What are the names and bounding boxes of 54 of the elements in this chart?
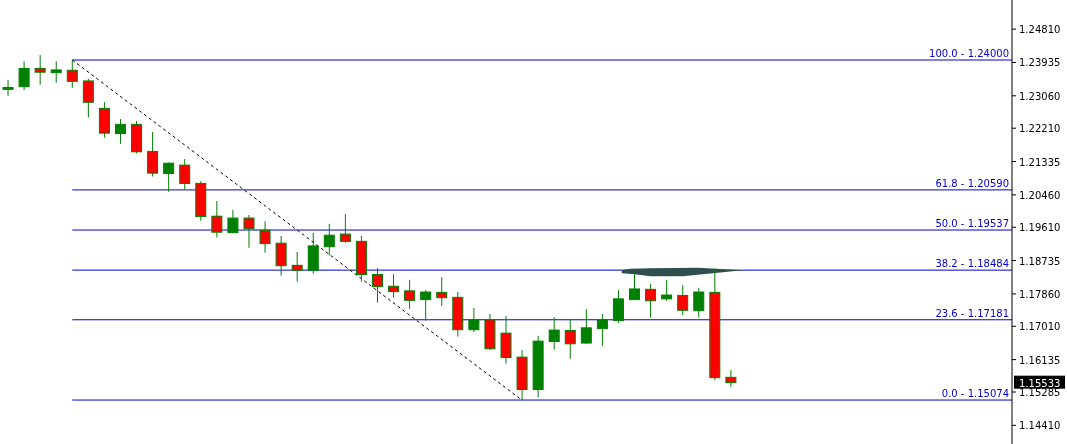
candlestick [259,220,271,254]
candlestick [243,214,255,249]
candlestick [645,283,657,319]
y-tick-label: 1.21335 [1019,156,1061,168]
candlestick [275,235,287,277]
y-tick-label: 1.15285 [1019,387,1061,398]
annotation: 50.0 - 1.19537 [935,218,1009,230]
y-tick-label: 1.18735 [1019,255,1061,267]
y-tick-label: 1.23935 [1019,57,1061,69]
y-tick-label: 1.17010 [1019,321,1061,333]
candlestick [629,273,641,301]
candlestick [339,213,351,244]
candlestick [291,251,303,283]
y-tick-label: 1.17860 [1019,288,1061,300]
candlestick [66,59,78,89]
annotation: 23.6 - 1.17181 [935,307,1009,319]
candlestick [468,307,480,333]
candlestick [114,118,126,145]
candlestick [147,131,159,178]
candlestick [82,78,94,119]
candlestick [371,267,383,304]
candlestick [34,54,46,86]
candlestick [50,60,62,84]
y-tick-label: 1.23060 [1019,90,1061,102]
candlestick [388,273,400,299]
y-tick-label: 1.19610 [1019,222,1061,234]
candlestick [2,79,14,97]
candlestick [436,276,448,307]
candlestick [661,279,673,302]
annotation: 0.0 - 1.15074 [941,388,1009,400]
annotation: 100.0 - 1.24000 [929,48,1009,59]
text: 1.15533 [1019,377,1061,389]
candlestick [420,289,432,322]
candlestick [18,60,30,91]
candlestick [580,308,592,345]
annotation: 38.2 - 1.18484 [935,258,1009,270]
candlestick [323,223,335,256]
candlestick [677,284,689,316]
y-tick-label: 1.14410 [1019,420,1061,432]
candlestick [693,287,705,319]
y-tick-label: 1.22210 [1019,123,1061,135]
candlestick [612,289,624,324]
y-tick-label: 1.20460 [1019,189,1061,201]
candlestick [179,158,191,190]
candlestick [725,369,737,388]
annotation: 61.8 - 1.20590 [935,177,1009,189]
y-tick-label: 1.24810 [1019,24,1061,36]
candlestick [211,200,223,239]
candlestick [564,319,576,360]
candlestick [404,279,416,310]
candlestick [596,313,608,347]
y-tick-label: 1.16135 [1019,354,1061,366]
candlestick [163,161,175,193]
candlestick [548,316,560,351]
